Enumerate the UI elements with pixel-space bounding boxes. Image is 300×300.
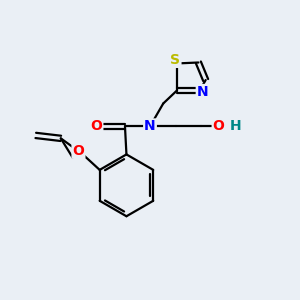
Text: N: N [197, 85, 208, 99]
Text: H: H [230, 119, 241, 134]
Text: O: O [213, 119, 224, 134]
Text: O: O [73, 144, 84, 158]
Text: N: N [144, 119, 156, 134]
Text: S: S [170, 53, 180, 67]
Text: O: O [91, 119, 102, 134]
